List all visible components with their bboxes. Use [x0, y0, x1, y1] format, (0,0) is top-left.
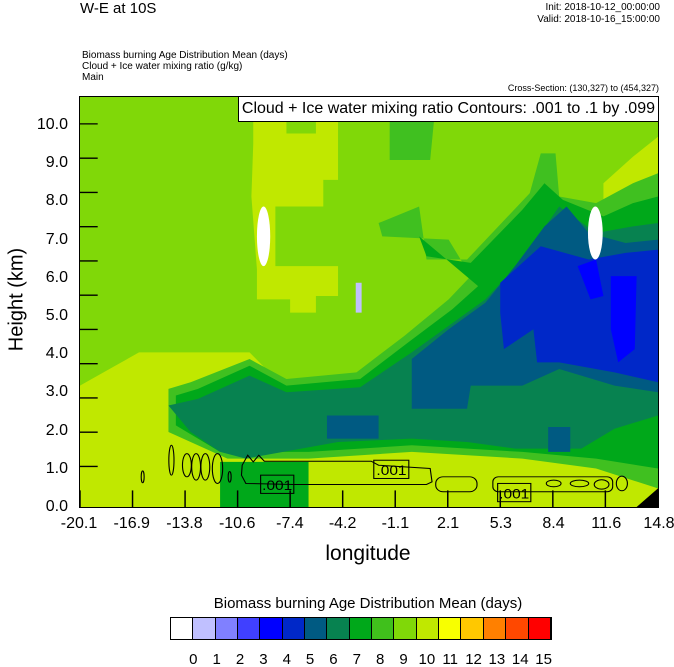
x-tick-label: 14.8: [643, 515, 674, 532]
colorbar-label: 10: [418, 651, 436, 667]
svg-text:.001: .001: [499, 487, 529, 502]
y-tick-label: 7.0: [45, 230, 68, 248]
colorbar-swatch: [372, 618, 395, 639]
x-tick-label: -4.2: [328, 515, 357, 532]
colorbar-label: 3: [259, 651, 268, 667]
init-time: Init: 2018-10-12_00:00:00: [545, 2, 660, 13]
colorbar-swatch: [439, 618, 462, 639]
x-tick-label: -1.1: [381, 515, 410, 532]
colorbar-label: 9: [399, 651, 408, 667]
colorbar-swatch: [171, 618, 194, 639]
shade-level-11: [251, 121, 339, 313]
svg-text:.001: .001: [376, 464, 406, 479]
colorbar-label: 1: [212, 651, 221, 667]
shade-level-4: [610, 276, 637, 363]
colorbar: [170, 617, 552, 640]
colorbar-swatch: [506, 618, 529, 639]
colorbar-label: 7: [352, 651, 361, 667]
colorbar-swatch: [282, 618, 306, 639]
x-tick-label: 5.3: [489, 515, 512, 532]
plot-title: W-E at 10S: [80, 0, 157, 17]
x-tick-label: -10.6: [218, 515, 256, 532]
contour-label-3: .001: [497, 482, 532, 503]
shade-level-9: [389, 121, 434, 161]
terrain: [636, 488, 658, 507]
shade-level-1: [355, 282, 362, 313]
plot-area: .001 .001 .001 Cloud + Ice water mixing …: [79, 96, 659, 508]
colorbar-label: 12: [465, 651, 482, 667]
contour-legend: Cloud + Ice water mixing ratio Contours:…: [237, 96, 659, 122]
colorbar-label: 15: [535, 651, 552, 667]
field-label-shaded: Biomass burning Age Distribution Mean (d…: [82, 50, 288, 61]
field-label-contour: Cloud + Ice water mixing ratio (g/kg): [82, 61, 243, 72]
colorbar-label: 4: [282, 651, 291, 667]
colorbar-label: 5: [305, 651, 315, 667]
shade-level-11: [603, 136, 658, 204]
y-tick-label: 4.0: [45, 345, 68, 363]
y-axis-label: Height (km): [5, 247, 28, 352]
contour-label-2: .001: [373, 459, 410, 479]
y-tick-label: 9.0: [45, 154, 68, 172]
colorbar-swatch: [193, 618, 216, 639]
y-tick-label: 1.0: [45, 459, 68, 477]
svg-text:.001: .001: [262, 479, 292, 494]
colorbar-label: 14: [511, 651, 529, 667]
x-axis-label: longitude: [325, 542, 411, 565]
colorbar-swatch: [215, 618, 239, 639]
x-tick-label: -16.9: [113, 515, 150, 532]
colorbar-label: 11: [442, 651, 458, 667]
colorbar-label: 0: [189, 651, 198, 667]
x-tick-label: 2.1: [436, 515, 460, 532]
colorbar-swatch: [238, 618, 261, 639]
y-tick-label: 10.0: [36, 116, 68, 133]
colorbar-swatch: [305, 618, 328, 639]
contour-label-1: .001: [260, 474, 295, 494]
colorbar-swatch: [461, 618, 484, 639]
colorbar-title: Biomass burning Age Distribution Mean (d…: [213, 595, 523, 612]
colorbar-swatch: [416, 618, 440, 639]
colorbar-swatch: [394, 618, 417, 639]
shade-level-4: [577, 259, 604, 300]
shade-level-6: [326, 415, 379, 439]
shade-level-8: [220, 461, 309, 507]
shade-level-6: [548, 427, 571, 452]
x-tick-label: 8.4: [542, 515, 565, 532]
cloud-contours: [140, 444, 628, 493]
colorbar-label: 6: [329, 651, 338, 667]
y-tick-label: 0.0: [45, 498, 68, 515]
x-tick-label: 11.6: [591, 515, 622, 532]
colorbar-label: 2: [235, 651, 245, 667]
shaded-field: .001 .001 .001: [80, 97, 658, 507]
colorbar-label: 8: [375, 651, 385, 667]
x-tick-label: -20.1: [60, 515, 98, 532]
y-tick-label: 8.0: [45, 192, 68, 210]
x-tick-label: -13.8: [166, 515, 203, 532]
valid-time: Valid: 2018-10-16_15:00:00: [537, 14, 660, 25]
y-tick-label: 3.0: [45, 383, 68, 401]
colorbar-swatch: [349, 618, 373, 639]
cross-section-label: Cross-Section: (130,327) to (454,327): [507, 83, 659, 93]
shade-level-0: [587, 206, 603, 260]
y-tick-label: 5.0: [45, 307, 68, 324]
colorbar-swatch: [483, 618, 507, 639]
colorbar-label: 13: [488, 651, 506, 667]
y-tick-label: 2.0: [45, 421, 68, 439]
colorbar-swatch: [260, 618, 283, 639]
x-tick-label: -7.4: [276, 515, 304, 532]
colorbar-swatch: [528, 618, 551, 639]
shade-level-0: [256, 206, 271, 267]
field-label-main: Main: [82, 72, 104, 83]
axis-ticks: [80, 123, 658, 507]
y-tick-label: 6.0: [45, 268, 68, 286]
colorbar-swatch: [327, 618, 350, 639]
